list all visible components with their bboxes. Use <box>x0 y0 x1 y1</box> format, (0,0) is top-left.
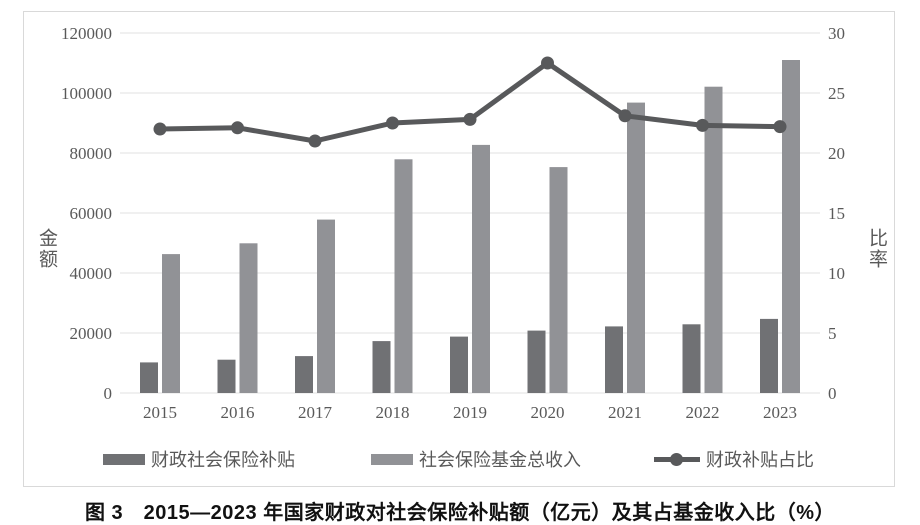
right-axis-tick-label: 30 <box>828 24 845 43</box>
x-axis-category-label: 2017 <box>298 403 333 422</box>
bar-2018-s0 <box>372 341 391 393</box>
legend-item-fund-income: 社会保险基金总收入 <box>371 450 581 470</box>
bar-2021-s1 <box>627 102 645 393</box>
ratio-line-point-2017 <box>308 134 322 148</box>
ratio-line <box>159 60 781 144</box>
bar-2021-s0 <box>605 326 623 393</box>
ratio-line-point-2019 <box>463 112 477 126</box>
left-axis-tick-label: 40000 <box>70 264 113 283</box>
x-axis-category-label: 2016 <box>221 403 255 422</box>
bar-2017-s0 <box>295 356 313 393</box>
legend-line-dot-marker <box>654 452 700 466</box>
left-axis-title: 金额 <box>35 228 57 270</box>
bar-2020-s0 <box>527 330 546 393</box>
figure-caption: 图 3 2015—2023 年国家财政对社会保险补贴额（亿元）及其占基金收入比（… <box>84 502 835 524</box>
bar-2019-s1 <box>472 144 490 393</box>
ratio-line-point-2022 <box>696 118 709 132</box>
right-axis-tick-label: 25 <box>828 84 845 103</box>
legend-swatch-dark-bar <box>103 453 145 465</box>
left-axis-tick-label: 120000 <box>61 24 112 43</box>
ratio-line-point-2016 <box>231 121 244 135</box>
legend-label: 财政社会保险补贴 <box>151 450 295 470</box>
chart-area-frame <box>23 11 895 487</box>
x-axis-category-label: 2021 <box>608 403 642 422</box>
legend-item-fiscal-subsidy: 财政社会保险补贴 <box>103 450 295 470</box>
bar-2022-s1 <box>704 86 723 393</box>
x-axis-category-label: 2023 <box>763 403 797 422</box>
right-axis-tick-label: 15 <box>828 204 845 223</box>
x-axis-category-label: 2022 <box>686 403 720 422</box>
right-axis-tick-label: 10 <box>828 264 845 283</box>
left-axis-tick-label: 20000 <box>70 324 113 343</box>
legend-label: 社会保险基金总收入 <box>419 450 581 470</box>
right-axis-tick-label: 5 <box>828 324 837 343</box>
bar-2019-s0 <box>450 336 468 393</box>
ratio-line-point-2023 <box>773 120 787 134</box>
right-axis-title: 比率 <box>865 228 887 270</box>
bar-2022-s0 <box>682 324 701 393</box>
legend-swatch-light-bar <box>371 453 413 465</box>
ratio-line-point-2015 <box>153 122 167 136</box>
bar-2018-s1 <box>394 159 413 393</box>
right-axis-tick-label: 20 <box>828 144 845 163</box>
bar-2017-s1 <box>317 219 335 393</box>
bar-2015-s0 <box>140 362 158 393</box>
right-axis-tick-label: 0 <box>828 384 837 403</box>
bar-2023-s0 <box>760 318 778 393</box>
x-axis-category-label: 2020 <box>531 403 565 422</box>
left-axis-tick-label: 0 <box>104 384 113 403</box>
ratio-line-point-2018 <box>386 116 399 130</box>
chart-canvas: 0 0 20000 5 40000 10 60000 15 80000 20 100000 25 120… <box>61 24 845 422</box>
bar-2016-s0 <box>217 359 236 393</box>
left-axis-tick-label: 100000 <box>61 84 112 103</box>
left-axis-tick-label: 80000 <box>70 144 113 163</box>
ratio-line-point-2021 <box>618 109 632 123</box>
legend-dot-glyph <box>670 452 683 466</box>
x-axis-category-label: 2019 <box>453 403 487 422</box>
bar-2020-s1 <box>549 167 568 393</box>
x-axis-category-label: 2018 <box>376 403 410 422</box>
bar-2015-s1 <box>162 254 180 393</box>
bar-2016-s1 <box>239 243 258 393</box>
x-axis-category-label: 2015 <box>143 403 177 422</box>
bar-2023-s1 <box>782 60 800 393</box>
left-axis-tick-label: 60000 <box>70 204 113 223</box>
legend-item-subsidy-ratio: 财政补贴占比 <box>654 450 814 470</box>
ratio-line-point-2020 <box>541 56 554 70</box>
legend-label: 财政补贴占比 <box>706 450 814 470</box>
